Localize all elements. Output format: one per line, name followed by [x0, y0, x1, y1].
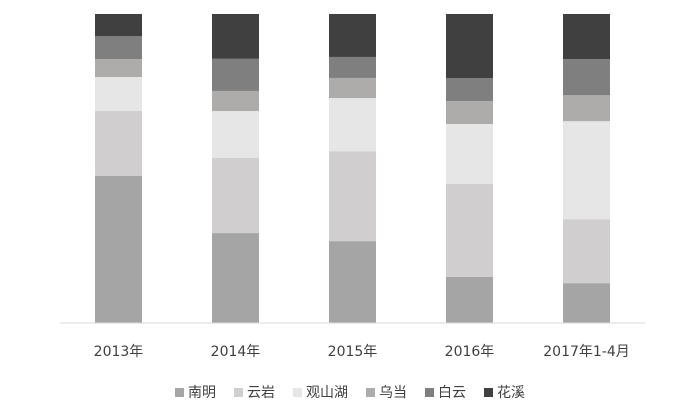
bar-segment: [446, 124, 493, 184]
x-tick-label: 2013年: [94, 344, 144, 360]
bar-segment: [95, 59, 142, 78]
x-tick-label: 2015年: [328, 344, 378, 360]
bar-segment: [446, 14, 493, 79]
bar-segment: [95, 36, 142, 60]
bar-segment: [95, 111, 142, 176]
bar-segment: [212, 90, 259, 112]
bar-segment: [563, 59, 610, 96]
bar-segment: [212, 233, 259, 323]
bar-segment: [329, 151, 376, 242]
legend-swatch: [425, 388, 434, 397]
bar-segment: [212, 14, 259, 59]
legend-swatch: [484, 388, 493, 397]
bar-segment: [446, 78, 493, 102]
legend-label: 观山湖: [306, 385, 348, 401]
bar-segment: [212, 58, 259, 91]
bar-segment: [95, 175, 142, 323]
bar-segment: [212, 111, 259, 158]
legend-label: 白云: [438, 385, 466, 401]
bar-segment: [329, 98, 376, 152]
bar-segment: [212, 157, 259, 234]
legend-label: 南明: [188, 385, 216, 401]
legend-swatch: [175, 388, 184, 397]
bar-segment: [563, 95, 610, 122]
legend-label: 花溪: [497, 385, 525, 401]
legend-swatch: [366, 388, 375, 397]
legend-label: 乌当: [379, 385, 407, 401]
bar-segment: [446, 276, 493, 323]
bar-segment: [329, 14, 376, 57]
x-tick-label: 2017年1-4月: [543, 344, 630, 360]
bar-segment: [329, 77, 376, 99]
bar-segment: [563, 121, 610, 220]
bar-segment: [329, 241, 376, 323]
legend-swatch: [293, 388, 302, 397]
x-tick-label: 2014年: [211, 344, 261, 360]
x-tick-label: 2016年: [445, 344, 495, 360]
legend-swatch: [234, 388, 243, 397]
bar-segment: [563, 14, 610, 60]
bar-segment: [95, 77, 142, 112]
bar-segment: [329, 56, 376, 78]
bar-segment: [446, 101, 493, 125]
bar-segment: [446, 183, 493, 277]
legend-label: 云岩: [247, 385, 275, 401]
bar-segment: [95, 14, 142, 37]
bar-segment: [563, 283, 610, 323]
bar-segment: [563, 219, 610, 284]
